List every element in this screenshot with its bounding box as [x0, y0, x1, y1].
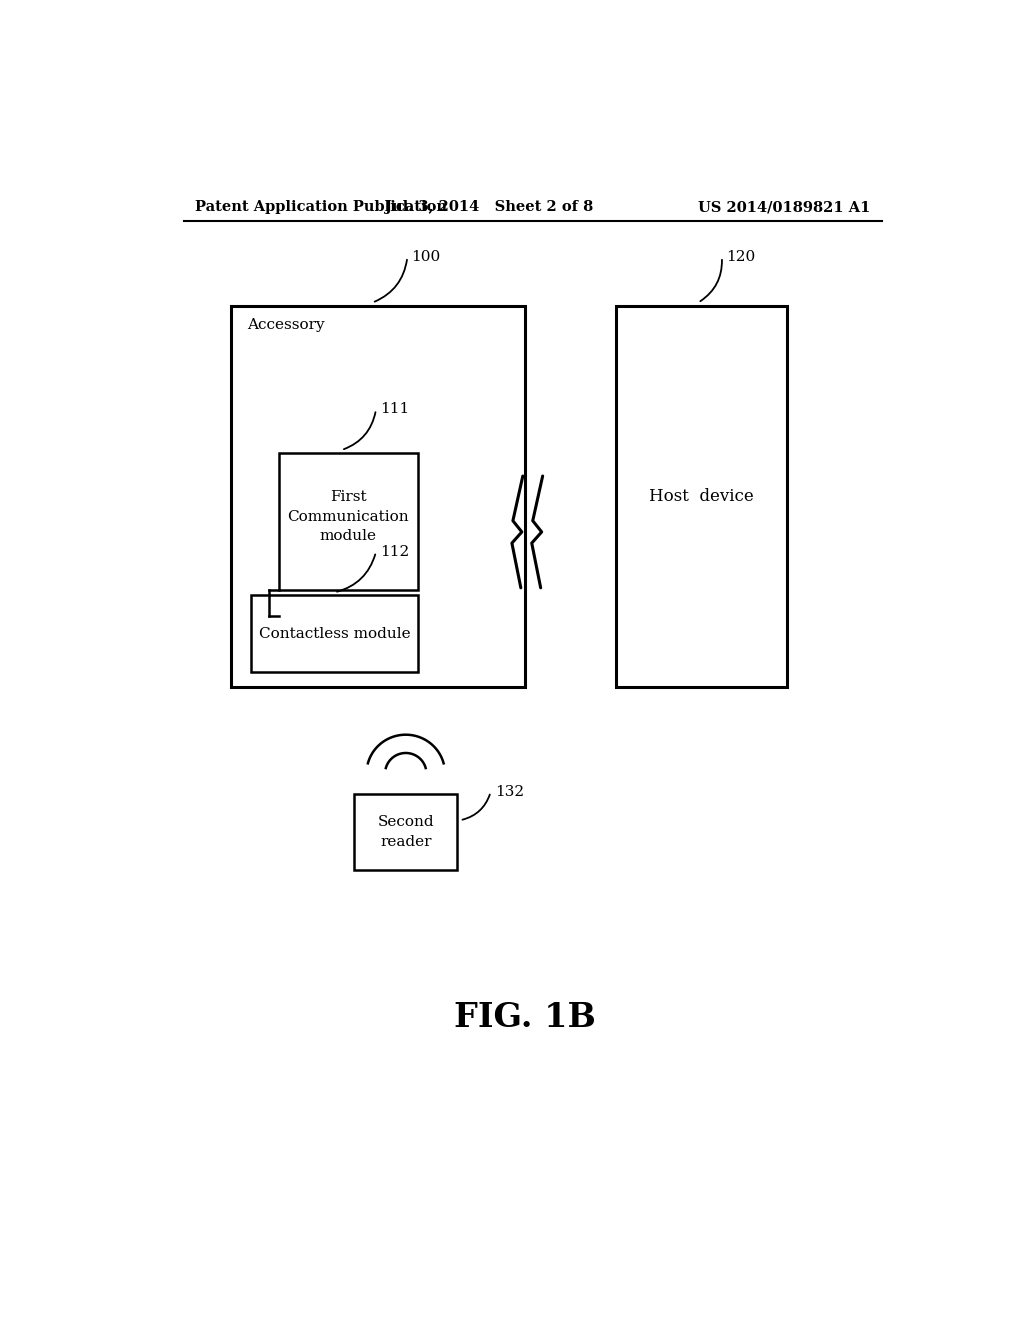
Text: 132: 132 — [495, 785, 523, 799]
Text: US 2014/0189821 A1: US 2014/0189821 A1 — [697, 201, 870, 214]
FancyBboxPatch shape — [354, 793, 458, 870]
Text: Accessory: Accessory — [247, 318, 325, 331]
FancyBboxPatch shape — [231, 306, 524, 686]
Text: 100: 100 — [412, 249, 440, 264]
Text: Second
reader: Second reader — [378, 814, 434, 849]
FancyBboxPatch shape — [616, 306, 786, 686]
Text: 112: 112 — [380, 545, 410, 558]
Text: Patent Application Publication: Patent Application Publication — [196, 201, 447, 214]
Text: First
Communication
module: First Communication module — [288, 490, 409, 544]
Text: FIG. 1B: FIG. 1B — [454, 1001, 596, 1034]
Text: Jul. 3, 2014   Sheet 2 of 8: Jul. 3, 2014 Sheet 2 of 8 — [385, 201, 593, 214]
Text: Contactless module: Contactless module — [258, 627, 411, 640]
FancyBboxPatch shape — [251, 595, 418, 672]
Text: 111: 111 — [380, 403, 410, 416]
Text: Host  device: Host device — [649, 488, 754, 504]
Text: 120: 120 — [726, 249, 755, 264]
FancyBboxPatch shape — [279, 453, 418, 590]
